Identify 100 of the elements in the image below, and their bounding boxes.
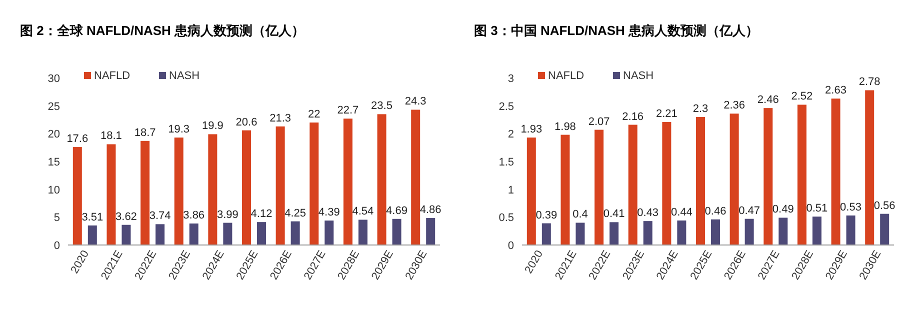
data-label: 18.1: [100, 130, 122, 142]
data-label: 0.49: [772, 204, 794, 216]
bar: [744, 218, 754, 245]
bar: [88, 225, 97, 245]
data-label: 2.3: [692, 102, 708, 115]
bar: [576, 222, 585, 245]
data-label: 2.07: [588, 116, 610, 128]
bar: [594, 130, 604, 245]
data-label: 2.16: [622, 110, 644, 123]
data-label: 0.56: [874, 200, 896, 212]
data-label: 22.7: [337, 104, 359, 117]
bar: [730, 114, 739, 245]
bar: [797, 104, 806, 245]
data-label: 1.93: [520, 124, 542, 136]
bar: [324, 220, 334, 245]
data-label: 20.6: [236, 116, 258, 128]
legend-label: NAFLD: [548, 70, 584, 82]
data-label: 3.74: [149, 210, 171, 222]
bar: [778, 218, 788, 245]
bar: [764, 108, 773, 245]
data-label: 2.78: [858, 76, 880, 88]
legend-label: NASH: [623, 70, 654, 82]
data-label: 19.3: [168, 124, 190, 136]
bar: [310, 122, 319, 245]
data-label: 4.54: [352, 206, 374, 218]
chart-title: 图 2：全球 NAFLD/NASH 患病人数预测（亿人）: [20, 22, 305, 40]
bar: [643, 221, 652, 245]
data-label: 3.62: [116, 210, 137, 223]
data-label: 22: [308, 108, 320, 121]
y-tick-label: 2.5: [498, 100, 514, 113]
bar: [542, 223, 551, 245]
bar: [812, 216, 822, 245]
data-label: 0.44: [670, 206, 692, 219]
bar: [696, 116, 705, 245]
bar: [628, 124, 638, 245]
bar: [358, 220, 368, 245]
data-label: 24.3: [404, 96, 426, 108]
data-label: 17.6: [66, 133, 88, 146]
legend-label: NASH: [169, 70, 200, 82]
data-label: 2.46: [757, 94, 779, 106]
data-label: 2.52: [791, 90, 813, 103]
bar: [290, 221, 300, 245]
bar: [106, 144, 116, 245]
data-label: 3.99: [216, 208, 238, 221]
data-label: 0.41: [603, 208, 625, 220]
bar: [711, 219, 720, 245]
data-label: 0.53: [840, 201, 862, 214]
data-label: 2.21: [656, 108, 678, 120]
data-label: 4.86: [420, 204, 442, 216]
bar: [156, 224, 165, 245]
bar: [223, 222, 232, 245]
bar: [377, 114, 386, 245]
bar: [276, 126, 285, 245]
y-tick-label: 2: [508, 128, 514, 141]
bar: [72, 147, 82, 245]
y-tick-label: 20: [48, 128, 60, 141]
data-label: 0.51: [806, 202, 828, 215]
data-label: 4.12: [250, 208, 272, 220]
bar: [846, 215, 856, 245]
data-label: 2.63: [825, 84, 846, 97]
data-label: 21.3: [270, 112, 292, 124]
bar: [140, 140, 150, 245]
bar: [610, 222, 619, 245]
data-label: 0.43: [637, 207, 659, 220]
data-label: 23.5: [371, 100, 392, 112]
bar: [174, 138, 184, 245]
bar: [392, 218, 402, 245]
bar: [662, 122, 672, 245]
data-label: 3.86: [183, 210, 205, 222]
data-label: 0.46: [704, 205, 726, 218]
bar: [880, 214, 890, 245]
bar: [560, 134, 570, 245]
bar: [242, 130, 251, 245]
bar: [122, 224, 131, 245]
data-label: 0.4: [572, 208, 588, 221]
bar: [831, 98, 840, 245]
bar: [677, 220, 686, 245]
y-tick-label: 3: [508, 73, 514, 85]
y-tick-label: 25: [48, 100, 60, 113]
y-tick-label: 5: [54, 212, 60, 224]
bar: [865, 90, 874, 245]
data-label: 18.7: [134, 126, 156, 139]
legend-label: NAFLD: [94, 70, 130, 82]
y-tick-label: 10: [48, 184, 60, 196]
data-label: 1.98: [554, 120, 576, 133]
chart-title: 图 3：中国 NAFLD/NASH 患病人数预测（亿人）: [474, 22, 759, 40]
data-label: 19.9: [202, 120, 224, 132]
bar: [343, 118, 352, 245]
y-tick-label: 1.5: [498, 156, 514, 168]
data-label: 0.47: [738, 204, 760, 217]
y-tick-label: 1: [508, 184, 514, 196]
bar: [208, 134, 218, 245]
y-tick-label: 30: [48, 73, 60, 85]
y-tick-label: 0.5: [498, 212, 514, 224]
data-label: 3.51: [82, 211, 104, 224]
bar: [257, 222, 266, 245]
bar: [526, 138, 536, 245]
data-label: 0.39: [536, 209, 558, 222]
y-tick-label: 0: [508, 240, 514, 252]
data-label: 4.39: [318, 206, 340, 219]
